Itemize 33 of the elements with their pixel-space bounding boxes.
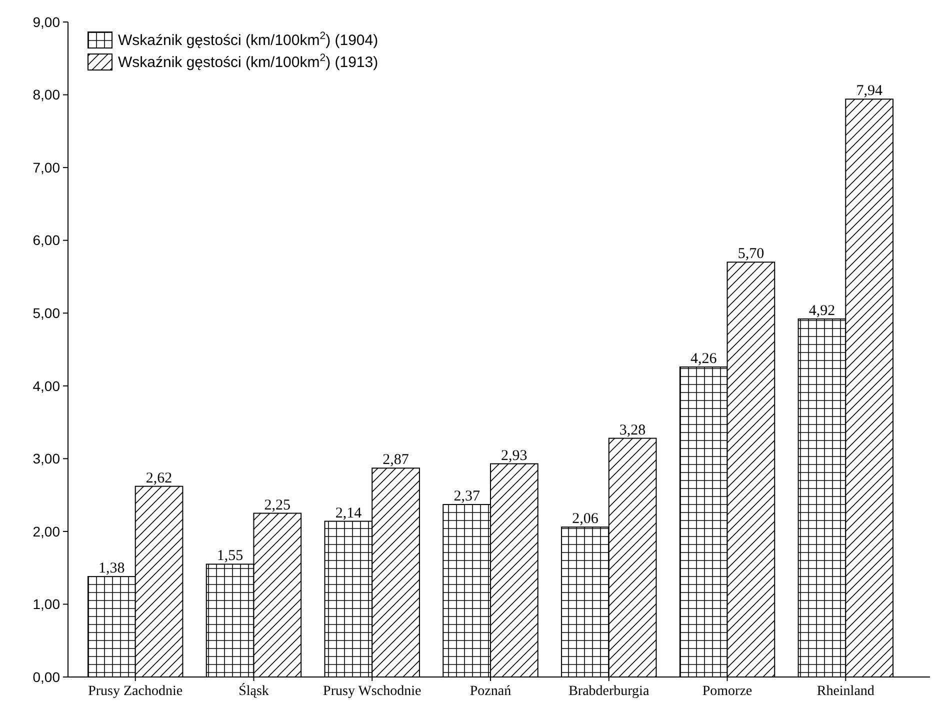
x-tick-label: Brabderburgia <box>568 684 650 699</box>
x-tick-label: Prusy Zachodnie <box>88 684 183 699</box>
x-tick-label: Prusy Wschodnie <box>323 684 422 699</box>
legend-label: Wskaźnik gęstości (km/100km$^{2}$) (1904) <box>118 30 378 49</box>
y-tick-label: 0,00 <box>32 668 60 685</box>
x-tick-label: Pomorze <box>702 684 752 699</box>
y-tick-label: 5,00 <box>32 305 60 322</box>
x-tick-label: Poznań <box>470 684 512 699</box>
y-tick-label: 8,00 <box>32 86 60 103</box>
y-tick-label: 3,00 <box>32 450 60 467</box>
data-label: 2,14 <box>335 505 362 522</box>
legend-label: Wskaźnik gęstości (km/100km$^{2}$) (1913) <box>118 52 378 71</box>
data-label: 7,94 <box>856 83 883 100</box>
x-tick-label: Rheinland <box>816 684 874 699</box>
y-tick-label: 4,00 <box>32 378 60 394</box>
y-tick-label: 7,00 <box>32 159 60 176</box>
data-label: 2,06 <box>572 511 599 528</box>
y-tick-label: 1,00 <box>32 596 60 612</box>
data-label: 1,55 <box>216 548 244 564</box>
data-label: 5,70 <box>738 246 764 262</box>
data-label: 2,87 <box>382 452 410 468</box>
data-label: 3,28 <box>619 422 646 438</box>
y-tick-label: 9,00 <box>32 14 60 30</box>
data-label: 1,38 <box>98 560 125 577</box>
data-label: 4,26 <box>690 350 718 367</box>
data-label: 2,62 <box>146 470 172 486</box>
y-tick-label: 6,00 <box>32 232 60 248</box>
y-tick-label: 2,00 <box>32 523 60 540</box>
data-label: 4,92 <box>808 302 836 319</box>
data-label: 2,37 <box>454 488 480 505</box>
data-label: 2,93 <box>501 448 528 464</box>
data-label: 2,25 <box>264 497 291 514</box>
x-tick-label: Śląsk <box>238 682 269 699</box>
